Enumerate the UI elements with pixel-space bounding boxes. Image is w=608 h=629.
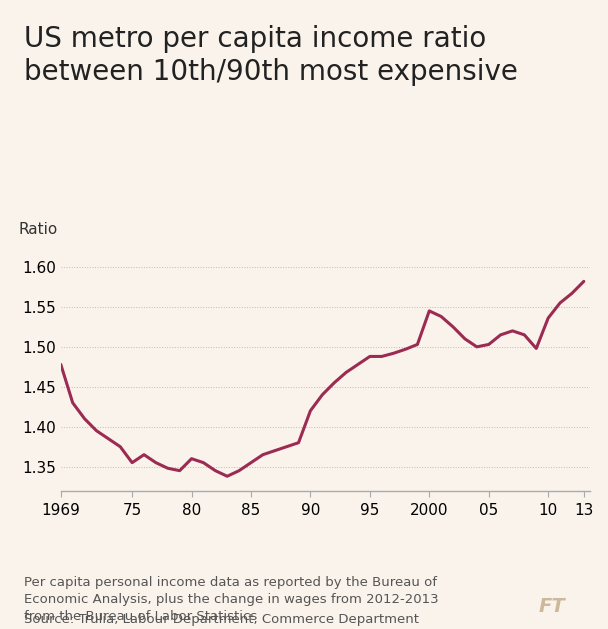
Text: US metro per capita income ratio
between 10th/90th most expensive: US metro per capita income ratio between… [24,25,518,86]
Text: Source: Trulia, Labour Department, Commerce Department: Source: Trulia, Labour Department, Comme… [24,613,420,626]
Text: Ratio: Ratio [18,221,58,237]
Text: Per capita personal income data as reported by the Bureau of
Economic Analysis, : Per capita personal income data as repor… [24,576,439,623]
Text: FT: FT [539,598,565,616]
